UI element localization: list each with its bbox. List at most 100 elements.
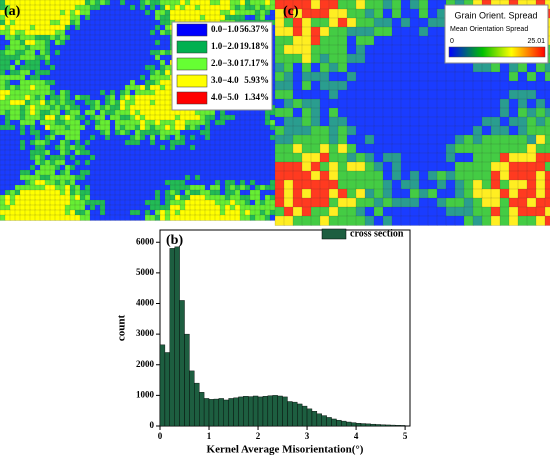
map-cell (301, 125, 312, 136)
map-cell (29, 189, 36, 196)
map-cell (34, 54, 41, 61)
map-cell (199, 139, 206, 146)
map-cell (99, 149, 106, 156)
map-cell (490, 170, 501, 181)
map-cell (44, 24, 51, 31)
map-cell (310, 98, 321, 109)
map-cell (159, 39, 166, 46)
map-cell (0, 174, 6, 181)
map-cell (34, 199, 41, 206)
map-cell (39, 44, 46, 51)
map-cell (179, 154, 186, 161)
map-cell (463, 152, 474, 163)
map-cell (134, 119, 141, 126)
map-cell (139, 179, 146, 186)
map-cell (301, 80, 312, 91)
map-cell (328, 98, 339, 109)
map-cell (39, 179, 46, 186)
map-cell (209, 119, 216, 126)
map-cell (382, 17, 393, 28)
map-cell (104, 184, 111, 191)
map-cell (124, 54, 131, 61)
map-cell (84, 199, 91, 206)
map-cell (139, 39, 146, 46)
map-cell (134, 114, 141, 121)
map-cell (301, 152, 312, 163)
map-cell (244, 204, 251, 211)
map-cell (149, 39, 156, 46)
map-cell (139, 129, 146, 136)
map-cell (199, 209, 206, 216)
map-cell (84, 14, 91, 21)
map-cell (124, 44, 131, 51)
map-cell (382, 71, 393, 82)
map-cell (239, 214, 246, 221)
map-cell (164, 39, 171, 46)
map-cell (219, 9, 226, 16)
bar (287, 401, 293, 427)
map-cell (144, 34, 151, 41)
map-cell (184, 209, 191, 216)
map-cell (224, 214, 231, 221)
map-cell (164, 179, 171, 186)
map-cell (104, 149, 111, 156)
map-cell (164, 74, 171, 81)
map-cell (209, 189, 216, 196)
map-cell (29, 74, 36, 81)
map-cell (199, 14, 206, 21)
map-cell (337, 17, 348, 28)
map-cell (249, 0, 256, 6)
map-cell (124, 9, 131, 16)
map-cell (99, 139, 106, 146)
map-cell (355, 26, 366, 37)
map-cell (189, 194, 196, 201)
map-cell (14, 64, 21, 71)
map-cell (139, 149, 146, 156)
map-cell (249, 9, 256, 16)
map-cell (463, 170, 474, 181)
map-cell (54, 34, 61, 41)
map-cell (134, 4, 141, 11)
map-cell (129, 9, 136, 16)
bar (164, 352, 171, 427)
map-cell (139, 164, 146, 171)
map-cell (74, 0, 81, 6)
map-cell (39, 69, 46, 76)
map-cell (104, 74, 111, 81)
map-cell (74, 14, 81, 21)
map-cell (29, 119, 36, 126)
map-cell (74, 164, 81, 171)
map-cell (337, 44, 348, 55)
map-cell (4, 209, 11, 216)
map-cell (144, 0, 151, 6)
map-cell (254, 9, 261, 16)
map-cell (109, 144, 116, 151)
map-cell (99, 4, 106, 11)
map-cell (74, 19, 81, 26)
map-cell (149, 4, 156, 11)
map-cell (169, 14, 176, 21)
map-cell (54, 74, 61, 81)
map-cell (99, 184, 106, 191)
bar (248, 396, 254, 427)
map-cell (39, 114, 46, 121)
map-cell (69, 194, 76, 201)
map-cell (89, 184, 96, 191)
map-cell (259, 204, 266, 211)
map-cell (114, 174, 121, 181)
map-cell (239, 189, 246, 196)
map-cell (14, 114, 21, 121)
map-cell (418, 0, 429, 10)
map-cell (264, 9, 271, 16)
map-cell (364, 80, 375, 91)
map-cell (184, 164, 191, 171)
map-cell (59, 139, 66, 146)
map-cell (164, 134, 171, 141)
map-cell (39, 49, 46, 56)
map-cell (427, 197, 438, 208)
map-cell (499, 188, 510, 199)
map-cell (54, 24, 61, 31)
bar (350, 422, 357, 427)
map-cell (34, 79, 41, 86)
map-cell (39, 159, 46, 166)
